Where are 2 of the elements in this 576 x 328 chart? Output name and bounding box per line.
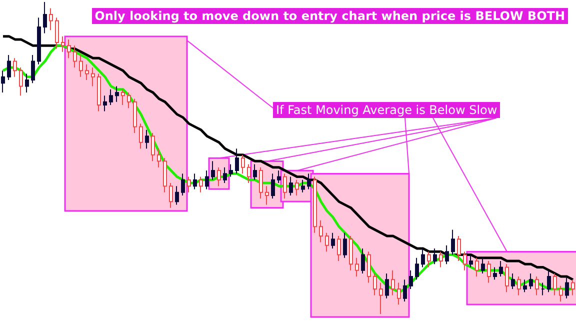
- annotation: If Fast Moving Average is Below Slow: [273, 102, 500, 118]
- text: Only looking to move down to entry chart when price is BELOW BOTH: [92, 8, 568, 24]
